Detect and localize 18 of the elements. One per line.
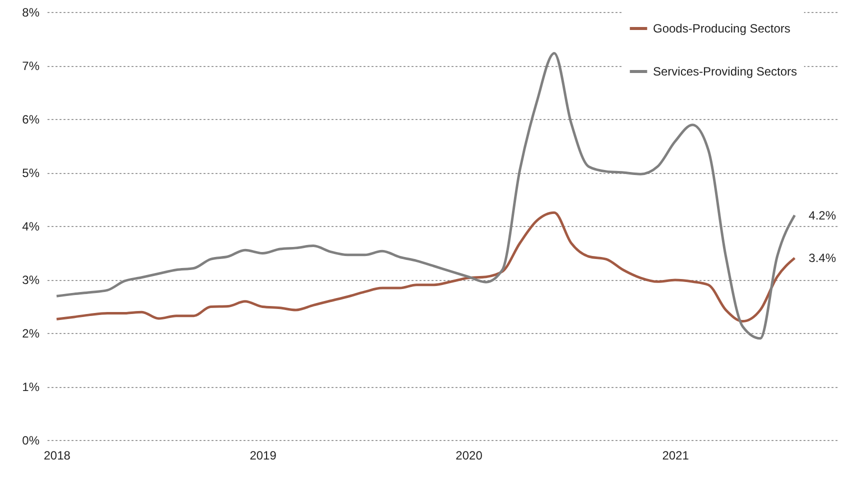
y-tick-label: 3% — [22, 273, 40, 287]
x-tick-label: 2018 — [44, 448, 71, 462]
y-tick-label: 7% — [22, 59, 40, 73]
legend-label: Services-Providing Sectors — [653, 64, 798, 78]
y-tick-label: 8% — [22, 6, 40, 20]
y-tick-label: 6% — [22, 112, 40, 126]
annotation: 3.4% — [808, 251, 836, 266]
y-tick-label: 2% — [22, 326, 40, 340]
y-tick-label: 1% — [22, 380, 40, 394]
x-tick-label: 2021 — [662, 448, 690, 462]
x-tick-label: 2020 — [456, 448, 483, 462]
y-tick-label: 4% — [22, 220, 40, 234]
y-tick-label: 0% — [22, 434, 40, 448]
line-series — [55, 211, 796, 322]
legend-label: Goods-Producing Sectors — [653, 22, 790, 36]
annotation: 4.2% — [808, 208, 836, 222]
y-tick-label: 5% — [22, 166, 40, 180]
x-tick-label: 2019 — [250, 448, 277, 462]
